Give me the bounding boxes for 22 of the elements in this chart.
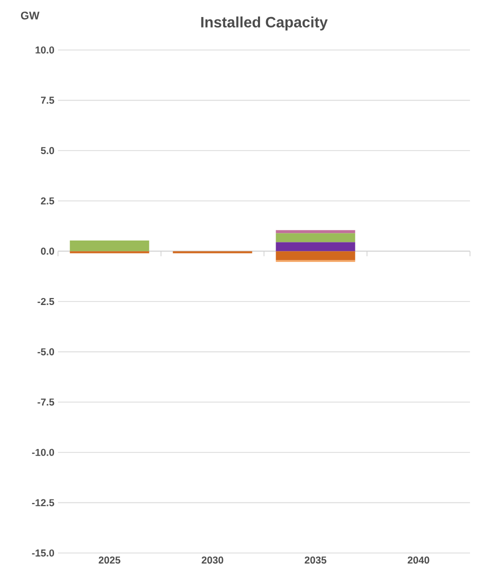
y-tick-label: 0.0	[40, 248, 54, 255]
y-tick-label: 2.5	[40, 197, 54, 204]
x-tick-label: 2030	[202, 556, 224, 564]
x-tick-label: 2040	[408, 556, 430, 564]
y-tick-label: -7.5	[38, 398, 54, 406]
y-tick-label: -2.5	[38, 298, 54, 306]
x-tick-label: 2025	[98, 556, 120, 564]
bar	[276, 233, 356, 242]
x-tick-label: 2035	[304, 556, 326, 564]
y-tick-label: 10.0	[36, 46, 54, 54]
y-tick-label: -12.5	[32, 499, 54, 506]
bar	[70, 240, 150, 252]
bar	[276, 242, 356, 252]
y-tick-label: 5.0	[40, 147, 54, 154]
y-tick-label: -10.0	[32, 448, 54, 456]
y-axis-title: GW	[20, 12, 40, 20]
chart-title: Installed Capacity	[201, 16, 328, 30]
y-tick-label: 7.5	[40, 96, 54, 104]
y-tick-label: -15.0	[32, 549, 54, 557]
bar	[276, 251, 356, 260]
y-tick-label: -5.0	[38, 348, 54, 356]
bar	[276, 230, 356, 234]
